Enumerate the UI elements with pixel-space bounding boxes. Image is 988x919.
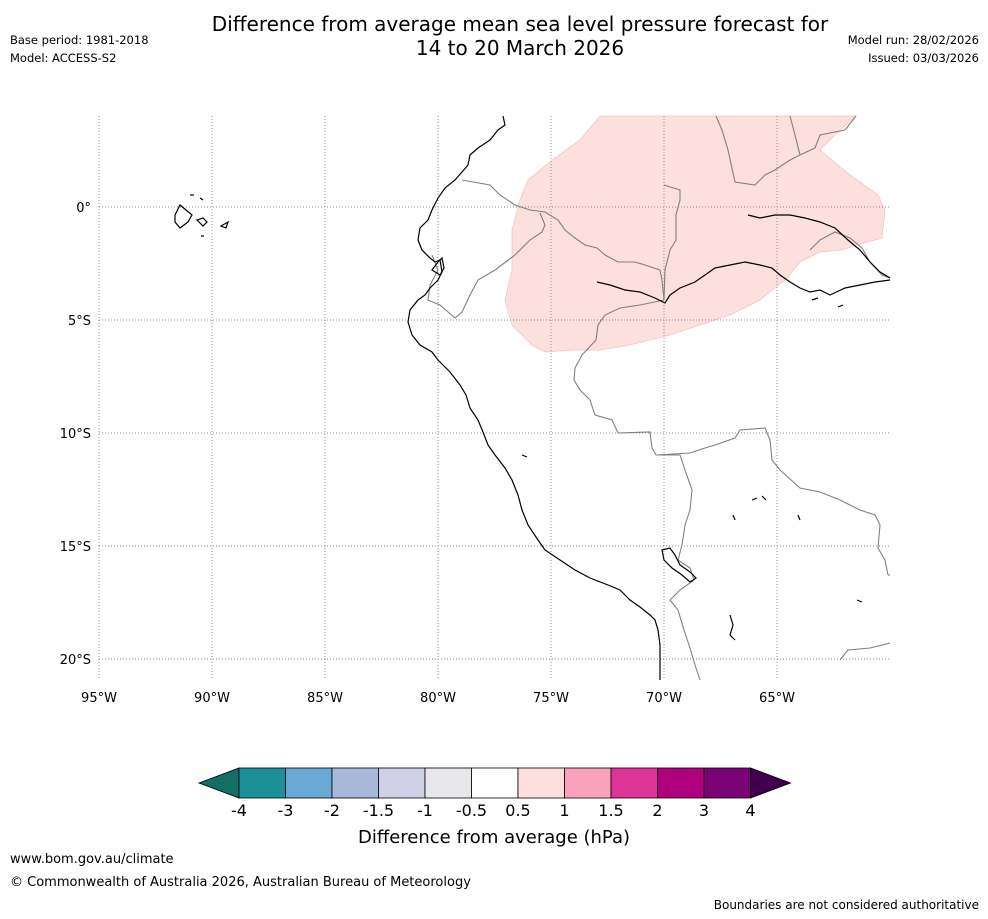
colorbar-min-extend [197, 767, 240, 799]
colorbar-tick: -4 [231, 801, 247, 820]
model-name: Model: ACCESS-S2 [10, 51, 117, 65]
colorbar-seg-4 [378, 767, 426, 799]
lake-peru-1 [521, 454, 528, 458]
colorbar-seg-1 [238, 767, 286, 799]
lon-label-80w: 80°W [420, 691, 456, 706]
coastlines [174, 115, 891, 680]
colorbar-tick: 4 [745, 801, 755, 820]
colorbar-seg-8 [564, 767, 612, 799]
lat-label-15s: 15°S [60, 540, 91, 555]
issued-date: Issued: 03/03/2026 [868, 51, 979, 65]
colorbar-tick: -1 [417, 801, 433, 820]
footer-url[interactable]: www.bom.gov.au/climate [10, 852, 174, 867]
longitude-labels: 95°W 90°W 85°W 80°W 75°W 70°W 65°W [81, 691, 795, 706]
lon-label-70w: 70°W [646, 691, 682, 706]
latitude-labels: 0° 5°S 10°S 15°S 20°S [60, 201, 91, 668]
border-brazil-peru-north [809, 231, 891, 279]
title-line-2: 14 to 20 March 2026 [415, 36, 625, 60]
border-south-east [839, 642, 891, 661]
lon-label-95w: 95°W [81, 691, 117, 706]
base-period: Base period: 1981-2018 [10, 33, 149, 47]
border-colombia-brazil [663, 184, 681, 301]
amazon-lake-1 [811, 297, 819, 301]
colorbar-tick: 1.5 [598, 801, 623, 820]
colorbar-max-extend [750, 767, 792, 799]
colorbar-tick: -1.5 [363, 801, 394, 820]
colorbar-seg-11 [703, 767, 751, 799]
lake-bolivia-5 [797, 514, 801, 521]
colorbar-tick: -0.5 [456, 801, 487, 820]
footer-copyright: © Commonwealth of Australia 2026, Austra… [10, 875, 471, 890]
lake-bolivia-6 [856, 599, 863, 603]
country-borders [427, 115, 891, 681]
model-run: Model run: 28/02/2026 [847, 33, 979, 47]
border-peru-brazil [573, 299, 693, 546]
lat-label-5s: 5°S [68, 314, 91, 329]
lake-bolivia-4 [761, 495, 767, 501]
border-brazil-bolivia [655, 427, 889, 576]
lake-bolivia-1 [729, 614, 736, 641]
lat-label-0: 0° [76, 201, 91, 216]
meta-left: Base period: 1981-2018 Model: ACCESS-S2 [10, 31, 149, 67]
border-peru-bolivia [669, 544, 701, 681]
lon-label-85w: 85°W [307, 691, 343, 706]
colorbar-seg-2 [285, 767, 333, 799]
pacific-coastline [407, 115, 661, 680]
galapagos-santa-cruz [195, 217, 208, 227]
amazon-lake-2 [837, 304, 844, 308]
colorbar-seg-10 [657, 767, 705, 799]
lon-label-75w: 75°W [533, 691, 569, 706]
positive-anomaly-region [504, 115, 886, 353]
colorbar-tick: -3 [278, 801, 294, 820]
border-ecuador-peru [427, 212, 546, 319]
galapagos-isabela [174, 204, 193, 229]
colorbar-seg-6 [471, 767, 519, 799]
colorbar-seg-7 [517, 767, 565, 799]
lat-label-20s: 20°S [60, 653, 91, 668]
lake-bolivia-3 [751, 497, 758, 501]
amazon-river [596, 261, 891, 304]
colorbar-seg-5 [424, 767, 472, 799]
colorbar-tick: 3 [699, 801, 709, 820]
colorbar-seg-9 [610, 767, 658, 799]
colorbar-tick: -2 [324, 801, 340, 820]
lake-titicaca [661, 547, 697, 583]
border-venezuela-brazil [799, 115, 857, 156]
lon-label-90w: 90°W [194, 691, 230, 706]
meta-right: Model run: 28/02/2026 Issued: 03/03/2026 [848, 31, 979, 67]
colorbar-seg-3 [331, 767, 379, 799]
border-colombia-venezuela [715, 115, 801, 186]
galapagos-small-2 [199, 197, 204, 201]
colorbar: -4 -3 -2 -1.5 -1 -0.5 0.5 1 1.5 2 3 4 Di… [197, 767, 792, 848]
colorbar-tick: 1 [559, 801, 569, 820]
colorbar-tick: 2 [652, 801, 662, 820]
graticule [98, 116, 890, 680]
chart-title: Difference from average mean sea level p… [160, 12, 880, 60]
galapagos-san-cristobal [219, 220, 230, 229]
lake-bolivia-2 [732, 514, 736, 521]
lon-label-65w: 65°W [759, 691, 795, 706]
colorbar-tick: 0.5 [505, 801, 530, 820]
lat-label-10s: 10°S [60, 427, 91, 442]
footer-disclaimer: Boundaries are not considered authoritat… [713, 898, 979, 912]
gulf-of-guayaquil [431, 256, 445, 276]
border-colombia-ecuador [461, 179, 665, 301]
rio-negro [747, 214, 891, 279]
title-line-1: Difference from average mean sea level p… [211, 12, 829, 36]
colorbar-label: Difference from average (hPa) [358, 827, 630, 848]
